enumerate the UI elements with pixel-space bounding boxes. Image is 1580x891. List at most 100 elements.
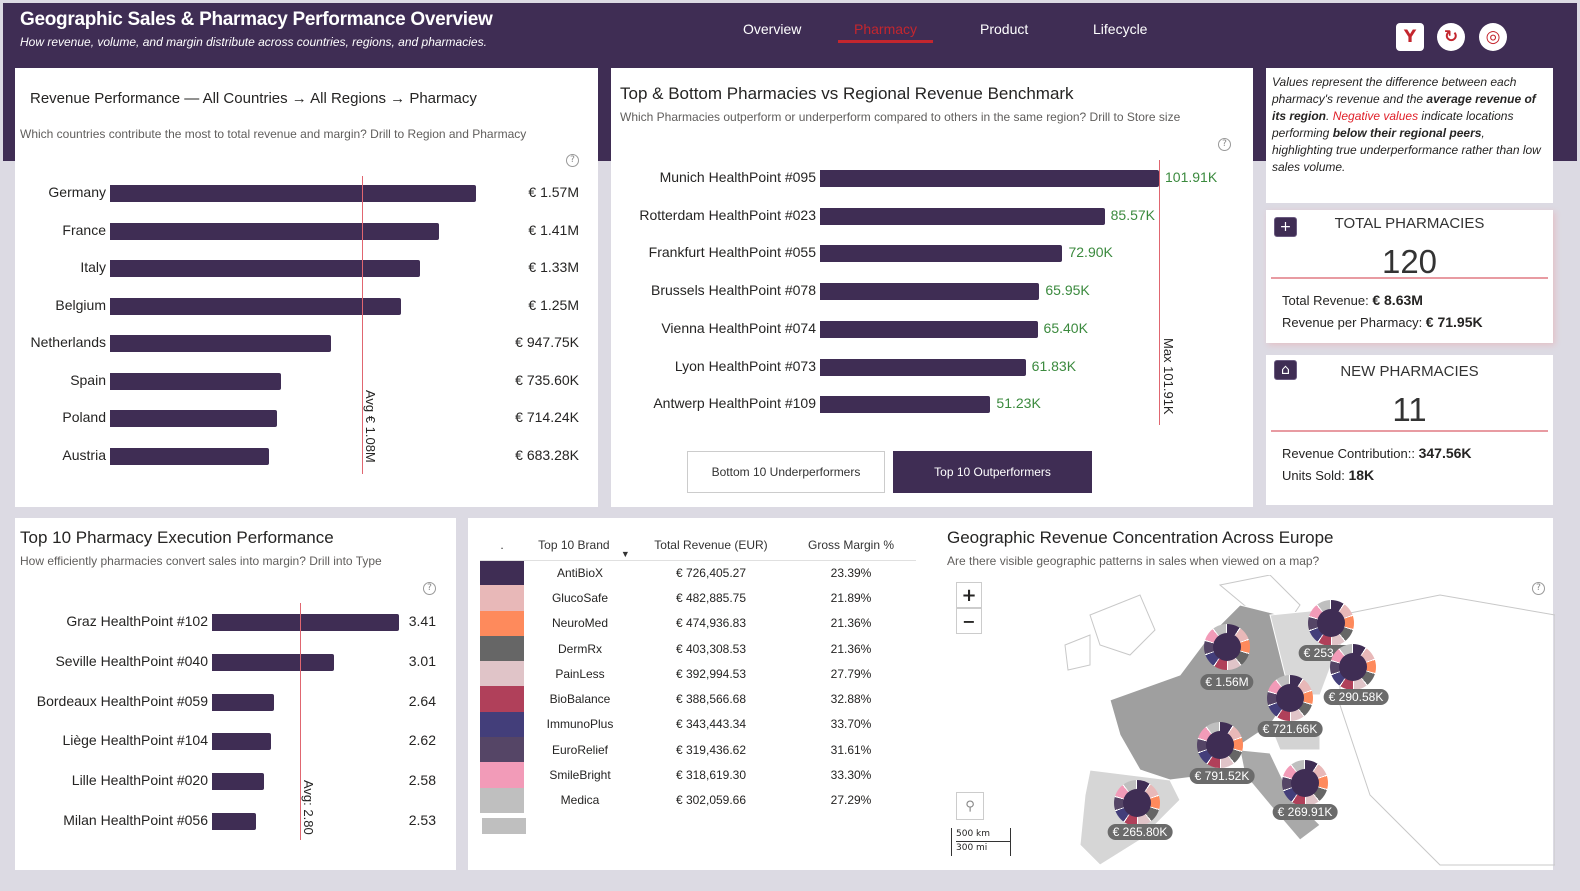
pill-house-icon: ⌂: [1274, 360, 1297, 380]
map-scale-bar: 500 km 300 mi: [951, 828, 1011, 856]
data-label: 65.95K: [1045, 282, 1090, 299]
data-label: 3.41: [408, 613, 436, 629]
data-label: € 1.57M: [528, 184, 579, 200]
margin-cell: 31.61%: [830, 742, 872, 757]
bar: [820, 170, 1159, 187]
bar: [212, 773, 264, 791]
data-label: € 947.75K: [515, 334, 579, 350]
color-swatch: [480, 787, 524, 813]
color-swatch: [480, 635, 524, 662]
revenue-header[interactable]: Total Revenue (EUR): [636, 530, 786, 561]
table-row[interactable]: ImmunoPlus € 343,443.34 33.70%: [480, 711, 916, 738]
category-label: Graz HealthPoint #102: [66, 613, 208, 629]
color-swatch: [480, 585, 524, 611]
data-label: 2.58: [408, 772, 436, 789]
margin-cell: 32.88%: [830, 692, 872, 707]
help-icon[interactable]: ?: [566, 154, 579, 167]
note-text: .: [1326, 109, 1333, 123]
revenue-donut-marker[interactable]: [1204, 624, 1250, 670]
table-row[interactable]: PainLess € 392,994.53 27.79%: [480, 661, 916, 687]
table-row[interactable]: DermRx € 403,308.53 21.36%: [480, 635, 916, 662]
reset-icon[interactable]: ↻: [1437, 23, 1465, 51]
brand-header[interactable]: Top 10 Brand ▼: [524, 530, 636, 561]
margin-cell: 27.29%: [830, 793, 872, 808]
revenue-donut-marker[interactable]: [1330, 644, 1376, 690]
kpi-value: 120: [1381, 243, 1438, 280]
location-pin-icon[interactable]: ⚲: [956, 792, 984, 820]
category-label: Germany: [48, 184, 106, 200]
map-title: Geographic Revenue Concentration Across …: [947, 528, 1334, 547]
help-icon[interactable]: ?: [1532, 582, 1545, 595]
table-row[interactable]: GlucoSafe € 482,885.75 21.89%: [480, 585, 916, 611]
color-header[interactable]: .: [480, 530, 524, 561]
bottom-10-button[interactable]: Bottom 10 Underperformers: [687, 451, 885, 493]
top-10-button[interactable]: Top 10 Outperformers: [893, 451, 1092, 493]
reference-label: Avg € 1.08M: [362, 390, 378, 463]
note-text: Negative values: [1332, 109, 1419, 123]
category-label: France: [62, 221, 106, 238]
bar: [110, 410, 277, 427]
bar: [212, 733, 271, 751]
margin-header[interactable]: Gross Margin %: [786, 530, 916, 561]
brand-cell: ImmunoPlus: [546, 717, 614, 732]
category-label: Netherlands: [30, 334, 107, 350]
data-label: € 1.33M: [528, 259, 579, 275]
bar: [820, 396, 991, 414]
category-label: Poland: [62, 409, 106, 425]
revenue-cell: € 388,566.68: [675, 692, 747, 707]
nav-pharmacy[interactable]: Pharmacy: [838, 21, 934, 43]
revenue-donut-marker[interactable]: [1308, 600, 1354, 646]
bar: [110, 447, 270, 465]
zoom-out-button[interactable]: −: [956, 608, 982, 634]
revenue-donut-marker[interactable]: [1114, 780, 1160, 826]
revenue-cell: € 302,059.66: [675, 793, 747, 808]
category-label: Italy: [80, 259, 106, 275]
nav-product[interactable]: Product: [980, 21, 1029, 37]
chart-subtitle: Which countries contribute the most to t…: [20, 127, 527, 141]
europe-map[interactable]: € 1.56M € 253.80K € 290.58K € 721.66K € 791.…: [940, 575, 1555, 867]
revenue-donut-marker[interactable]: [1282, 760, 1328, 806]
table-row[interactable]: Medica € 302,059.66 27.29%: [480, 787, 916, 813]
category-label: Vienna HealthPoint #074: [661, 319, 816, 336]
kpi-title: NEW PHARMACIES: [1340, 363, 1479, 380]
country-revenue-card: Revenue Performance — All Countries → Al…: [15, 68, 598, 507]
bar: [110, 335, 331, 352]
sort-desc-icon: ▼: [620, 548, 630, 559]
margin-cell: 21.36%: [830, 616, 872, 631]
bar: [820, 283, 1040, 301]
page-title: Geographic Sales & Pharmacy Performance …: [20, 9, 493, 30]
bar: [820, 207, 1105, 225]
marker-revenue-label: € 791.52K: [1189, 768, 1255, 784]
help-icon[interactable]: ?: [423, 582, 436, 595]
revenue-donut-marker[interactable]: [1267, 675, 1313, 721]
table-row[interactable]: EuroRelief € 319,436.62 31.61%: [480, 737, 916, 763]
table-row[interactable]: SmileBright € 318,619.30 33.30%: [480, 762, 916, 788]
bookmark-icon[interactable]: ◎: [1479, 23, 1507, 51]
color-swatch: [480, 686, 524, 712]
chart-title: Revenue Performance — All Countries → Al…: [30, 90, 477, 107]
bar: [110, 297, 402, 315]
revenue-donut-marker[interactable]: [1197, 722, 1243, 768]
filter-icon[interactable]: Y: [1396, 23, 1424, 51]
bar: [820, 245, 1063, 263]
data-label: 61.83K: [1031, 357, 1077, 374]
kpi-total-pharmacies: + TOTAL PHARMACIES 120 Total Revenue: € …: [1266, 210, 1553, 343]
map-subtitle: Are there visible geographic patterns in…: [947, 554, 1320, 568]
zoom-in-button[interactable]: +: [956, 582, 982, 608]
kpi-detail-contribution: Revenue Contribution:: 347.56K: [1282, 445, 1472, 461]
data-label: € 735.60K: [515, 371, 579, 388]
category-label: Seville HealthPoint #040: [55, 652, 208, 669]
margin-cell: 21.89%: [830, 590, 872, 605]
nav-overview[interactable]: Overview: [743, 21, 802, 37]
table-row[interactable]: AntiBioX € 726,405.27 23.39%: [480, 560, 916, 586]
data-label: 2.53: [408, 812, 436, 828]
bar: [110, 372, 282, 390]
nav-lifecycle[interactable]: Lifecycle: [1093, 21, 1148, 37]
table-row[interactable]: NeuroMed € 474,936.83 21.36%: [480, 610, 916, 636]
help-icon[interactable]: ?: [1218, 138, 1231, 151]
category-label: Milan HealthPoint #056: [63, 812, 208, 828]
category-label: Lyon HealthPoint #073: [674, 357, 816, 374]
brand-cell: EuroRelief: [551, 742, 609, 757]
note-text: Values represent the difference between …: [1272, 75, 1517, 106]
table-row[interactable]: BioBalance € 388,566.68 32.88%: [480, 686, 916, 712]
